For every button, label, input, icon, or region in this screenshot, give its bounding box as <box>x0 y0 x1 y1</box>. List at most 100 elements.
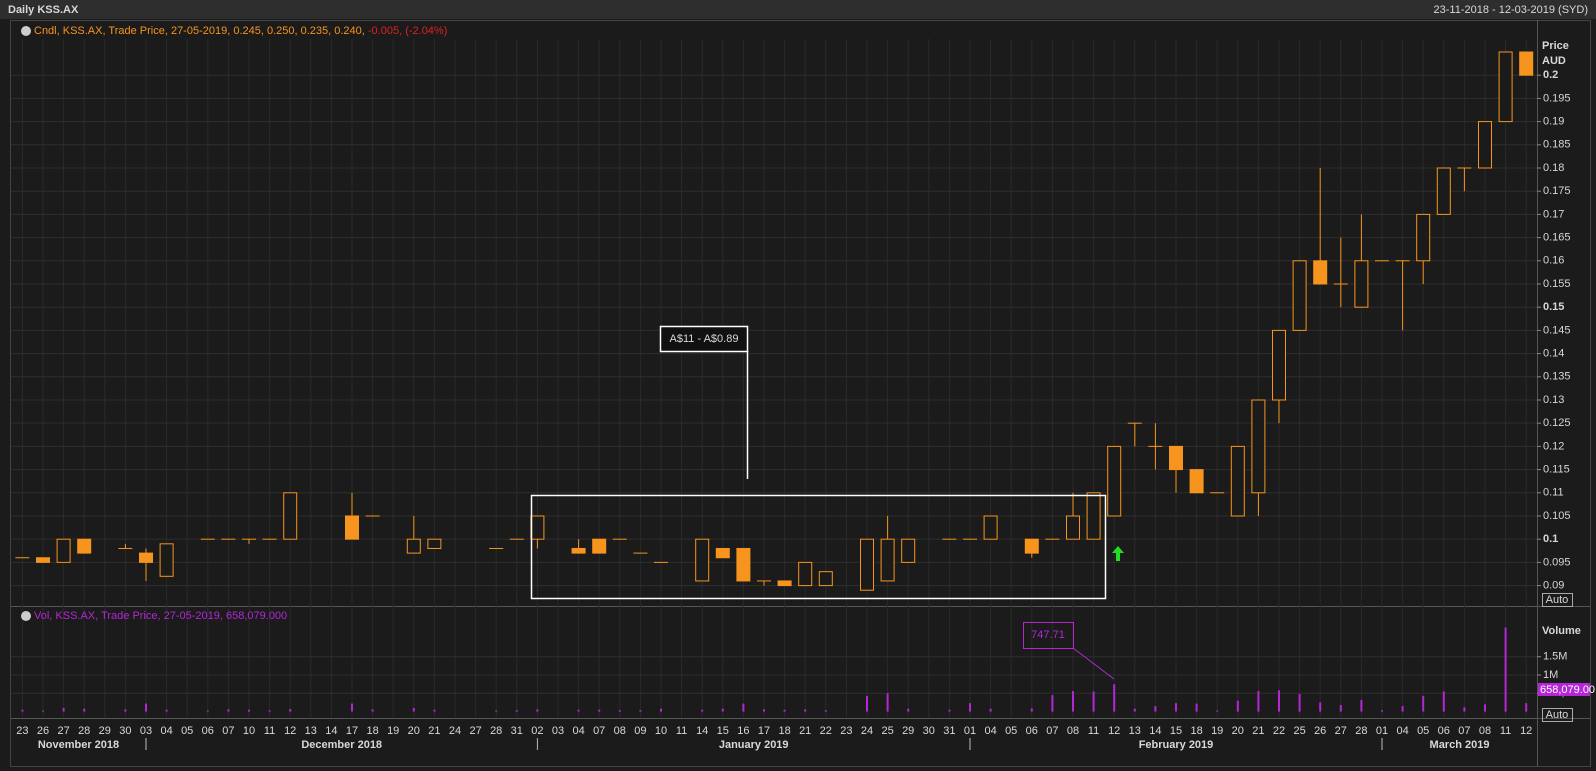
volume-bar <box>763 709 765 712</box>
candle-body <box>345 515 359 540</box>
x-tick-label: 27 <box>57 725 69 737</box>
auto-button-label[interactable]: Auto <box>1546 594 1569 606</box>
auto-button[interactable] <box>1542 708 1573 722</box>
volume-bar <box>598 709 601 712</box>
volume-bar <box>42 710 44 712</box>
x-tick-label: 29 <box>99 725 111 737</box>
candle-body <box>530 515 545 540</box>
frame <box>10 20 1591 767</box>
volume-bar <box>1422 695 1425 712</box>
x-tick-label: 12 <box>1520 725 1532 737</box>
legend-change: -0.005, (-2.04%) <box>368 25 447 37</box>
volume-bar <box>62 707 65 712</box>
candle-body <box>1354 260 1369 308</box>
candle-body <box>1251 399 1266 494</box>
candle-body <box>695 538 710 582</box>
x-tick-label: 08 <box>614 725 626 737</box>
volume-bar <box>804 709 807 712</box>
legend-icon <box>21 611 31 621</box>
x-tick-label: 12 <box>284 725 296 737</box>
volume-bar <box>969 703 971 712</box>
x-tick-label: 26 <box>1314 725 1326 737</box>
volume-bar <box>1133 708 1136 712</box>
price-legend: Cndl, KSS.AX, Trade Price, 27-05-2019, 0… <box>34 25 447 37</box>
candle-body <box>139 552 153 563</box>
x-tick-label: 04 <box>1396 725 1408 737</box>
volume-bar <box>536 709 539 712</box>
y-tick-label: 0.145 <box>1543 324 1571 336</box>
x-tick-label: 22 <box>1273 725 1285 737</box>
x-tick-label: 20 <box>408 725 420 737</box>
x-tick-label: 24 <box>861 725 873 737</box>
x-tick-label: 30 <box>119 725 131 737</box>
candle-body <box>1189 469 1204 494</box>
auto-button-label[interactable]: Auto <box>1546 709 1569 721</box>
x-tick-label: 15 <box>1170 725 1182 737</box>
candle-body <box>777 580 792 587</box>
y-tick-label: 0.165 <box>1543 231 1571 243</box>
month-label: November 2018 <box>38 739 119 751</box>
x-tick-label: 24 <box>449 725 461 737</box>
x-tick-label: 22 <box>820 725 832 737</box>
volume-bar <box>351 703 353 712</box>
candle-body <box>77 538 92 554</box>
x-tick-label: 08 <box>1479 725 1491 737</box>
y-axis-unit: AUD <box>1542 55 1566 67</box>
x-tick-label: 11 <box>264 725 275 737</box>
x-tick-label: 19 <box>1211 725 1223 737</box>
volume-bar <box>1401 706 1404 712</box>
candle-body <box>571 547 586 554</box>
candle-body <box>1169 445 1183 471</box>
candle-body <box>1416 213 1431 262</box>
volume-bar <box>907 708 910 712</box>
x-tick-label: 09 <box>634 725 646 737</box>
volume-bar <box>1484 704 1486 712</box>
volume-bar <box>783 709 786 712</box>
x-tick-label: 02 <box>531 725 543 737</box>
last-value-label: 658,079.00 <box>1540 684 1595 696</box>
x-tick-label: 28 <box>490 725 502 737</box>
x-tick-label: 03 <box>552 725 564 737</box>
candle-body <box>283 492 298 540</box>
volume-bar <box>1463 707 1466 712</box>
y-tick-label: 0.195 <box>1543 92 1571 104</box>
volume-bar <box>866 695 868 712</box>
candle-body <box>798 561 813 587</box>
x-tick-label: 18 <box>778 725 790 737</box>
candle-body <box>860 538 874 591</box>
x-tick-label: 04 <box>984 725 996 737</box>
auto-button[interactable] <box>1542 593 1573 607</box>
x-tick-label: 23 <box>840 725 852 737</box>
volume-bar <box>721 708 724 712</box>
volume-bar <box>1257 691 1260 712</box>
volume-bar <box>1030 708 1033 712</box>
x-tick-label: 07 <box>1046 725 1058 737</box>
x-tick-label: 06 <box>1438 725 1450 737</box>
volume-bar <box>165 709 168 712</box>
volume-bar <box>1072 691 1074 712</box>
volume-bar <box>1504 627 1507 712</box>
volume-bar <box>21 709 24 712</box>
x-tick-label: 26 <box>37 725 49 737</box>
y-tick-label: 0.18 <box>1543 162 1564 174</box>
x-tick-label: 17 <box>346 725 358 737</box>
y-tick-label: 0.16 <box>1543 255 1564 267</box>
month-label: December 2018 <box>301 739 382 751</box>
y-tick-label: 1.5M <box>1543 651 1567 663</box>
volume-bar <box>660 708 662 712</box>
volume-bar <box>412 707 415 712</box>
candle-body <box>1230 445 1245 517</box>
volume-legend: Vol, KSS.AX, Trade Price, 27-05-2019, 65… <box>34 610 287 622</box>
x-tick-label: 11 <box>1088 725 1099 737</box>
x-tick-label: 12 <box>1108 725 1120 737</box>
candle-body <box>1313 260 1328 285</box>
x-tick-label: 18 <box>366 725 378 737</box>
x-tick-label: 13 <box>305 725 317 737</box>
volume-bar <box>1051 695 1054 712</box>
volume-bar <box>989 708 992 712</box>
volume-bar <box>248 709 250 712</box>
x-tick-label: 31 <box>511 725 523 737</box>
volume-callout <box>1023 622 1074 649</box>
x-tick-label: 21 <box>428 725 440 737</box>
x-tick-label: 23 <box>16 725 28 737</box>
